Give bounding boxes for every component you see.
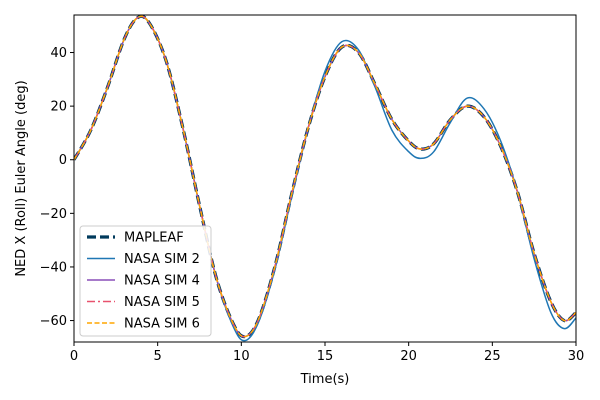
legend: MAPLEAF NASA SIM 2 NASA SIM 4 NASA SIM 5 NAS… [79, 225, 212, 337]
x-tick-label: 25 [484, 349, 501, 364]
x-tick-label: 0 [70, 349, 78, 364]
x-axis: 0 5 10 15 20 25 30 [70, 342, 584, 364]
legend-label: NASA SIM 6 [124, 317, 200, 332]
legend-label: NASA SIM 2 [124, 252, 200, 267]
y-axis: −60 −40 −20 0 20 40 [40, 46, 74, 329]
y-tick-label: 0 [59, 153, 67, 168]
y-axis-label: NED X (Roll) Euler Angle (deg) [14, 80, 29, 276]
x-tick-label: 20 [400, 349, 417, 364]
legend-label: NASA SIM 5 [124, 295, 200, 310]
y-tick-label: 20 [50, 100, 67, 115]
x-tick-label: 5 [154, 349, 162, 364]
y-tick-label: −20 [40, 207, 67, 222]
x-tick-label: 10 [233, 349, 250, 364]
y-tick-label: −40 [40, 260, 67, 275]
y-tick-label: 40 [50, 46, 67, 61]
x-tick-label: 30 [568, 349, 585, 364]
legend-label: NASA SIM 4 [124, 274, 200, 289]
legend-box [79, 225, 212, 337]
legend-label: MAPLEAF [124, 231, 184, 246]
series-layer [74, 15, 576, 342]
x-tick-label: 15 [317, 349, 334, 364]
x-axis-label: Time(s) [300, 372, 350, 387]
y-tick-label: −60 [40, 314, 67, 329]
series-line-nasa-sim-6 [74, 15, 576, 338]
